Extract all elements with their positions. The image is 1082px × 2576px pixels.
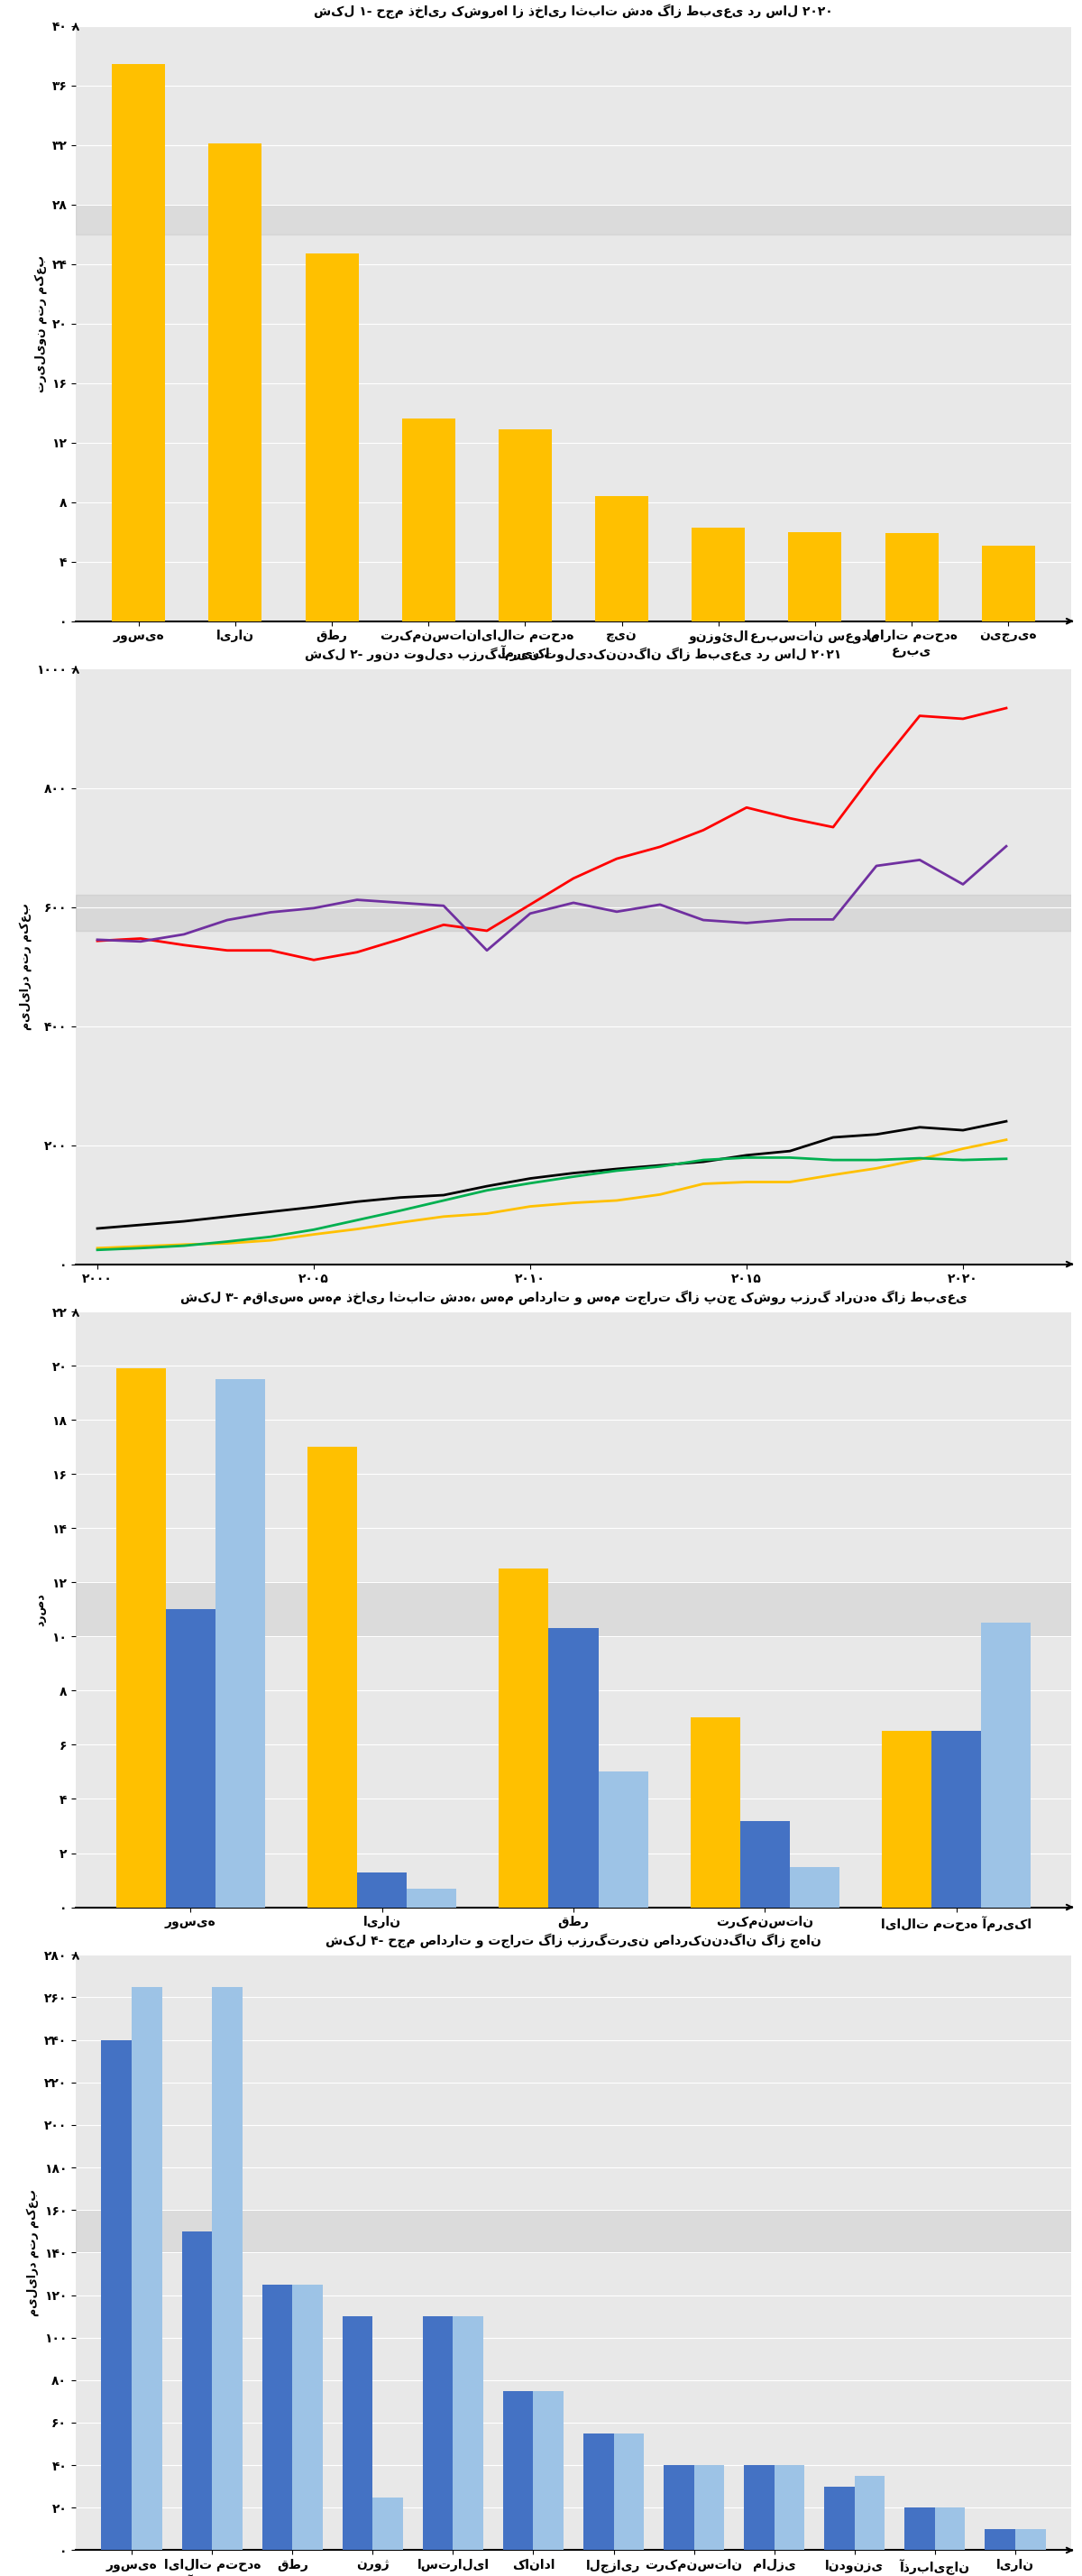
- Bar: [111, 64, 166, 621]
- Bar: [595, 497, 648, 621]
- Bar: [549, 1628, 598, 1906]
- Bar: [76, 204, 1071, 234]
- Bar: [583, 2434, 613, 2550]
- Y-axis label: میلیارد متر مکعب: میلیارد متر مکعب: [18, 904, 31, 1030]
- Bar: [905, 2506, 935, 2550]
- Bar: [262, 2285, 292, 2550]
- Bar: [598, 1772, 648, 1906]
- Legend: سهم ذخایر اثبات شده, سهم صادرات, سهم تجارت: سهم ذخایر اثبات شده, سهم صادرات, سهم تجا…: [338, 1978, 809, 2002]
- Bar: [503, 2391, 533, 2550]
- Title: شکل ۳- مقایسه سهم ذخایر اثبات شده، سهم صادرات و سهم تجارت گاز پنج کشور بزرگ دارن: شکل ۳- مقایسه سهم ذخایر اثبات شده، سهم ص…: [180, 1291, 967, 1306]
- Bar: [790, 1868, 840, 1906]
- Bar: [499, 1569, 549, 1906]
- Bar: [613, 2434, 644, 2550]
- Bar: [76, 2210, 1071, 2251]
- Bar: [690, 1718, 740, 1906]
- Bar: [423, 2316, 453, 2550]
- Bar: [401, 420, 456, 621]
- Title: شکل ۴- حجم صادرات و تجارت گاز بزرگترین صادرکنندگان گاز جهان: شکل ۴- حجم صادرات و تجارت گاز بزرگترین ص…: [326, 1935, 821, 1947]
- Bar: [76, 894, 1071, 930]
- Bar: [453, 2316, 484, 2550]
- Bar: [985, 2530, 1015, 2550]
- Bar: [789, 531, 842, 621]
- Bar: [774, 2465, 805, 2550]
- Text: Resource: BP Statistical Review of World Energy ۲۰۲۲: Resource: BP Statistical Review of World…: [76, 714, 413, 724]
- Bar: [209, 144, 262, 621]
- Bar: [935, 2506, 965, 2550]
- Bar: [932, 1731, 981, 1906]
- Bar: [743, 2465, 774, 2550]
- Title: شکل ۱- حجم ذخایر کشورها از ذخایر اثبات شده گاز طبیعی در سال ۲۰۲۰: شکل ۱- حجم ذخایر کشورها از ذخایر اثبات ش…: [314, 5, 833, 18]
- Bar: [292, 2285, 324, 2550]
- Bar: [182, 2231, 212, 2550]
- Text: Resource: BP Statistical Review of World Energy ۲۰۲۲: Resource: BP Statistical Review of World…: [76, 2040, 413, 2053]
- Bar: [212, 1986, 242, 2550]
- Bar: [342, 2316, 373, 2550]
- Bar: [215, 1381, 265, 1906]
- Bar: [102, 2040, 132, 2550]
- Bar: [132, 1986, 162, 2550]
- Bar: [307, 1448, 357, 1906]
- Title: شکل ۲- روند تولید بزرگترین تولیدکنندگان گاز طبیعی در سال ۲۰۲۱: شکل ۲- روند تولید بزرگترین تولیدکنندگان …: [305, 647, 842, 662]
- Bar: [533, 2391, 564, 2550]
- Bar: [694, 2465, 724, 2550]
- Bar: [305, 252, 358, 621]
- Bar: [407, 1888, 457, 1906]
- Legend: ایالات متحده آمریکا, روسیه, ایران, چین, قطر: ایالات متحده آمریکا, روسیه, ایران, چین, …: [289, 1363, 858, 1388]
- Bar: [740, 1821, 790, 1906]
- Bar: [823, 2486, 855, 2550]
- Bar: [882, 1731, 932, 1906]
- Text: Resource: BP Statistical Review of World Energy ۲۰۲۲: Resource: BP Statistical Review of World…: [76, 1440, 413, 1450]
- Bar: [855, 2476, 885, 2550]
- Bar: [663, 2465, 694, 2550]
- Bar: [691, 528, 745, 621]
- Y-axis label: تریلیون متر مکعب: تریلیون متر مکعب: [35, 255, 47, 392]
- Bar: [76, 1582, 1071, 1636]
- Y-axis label: میلیارد متر مکعب: میلیارد متر مکعب: [26, 2190, 39, 2316]
- Bar: [885, 533, 938, 621]
- Bar: [357, 1873, 407, 1906]
- Bar: [373, 2496, 404, 2550]
- Bar: [116, 1368, 166, 1906]
- Bar: [981, 546, 1035, 621]
- Bar: [166, 1610, 215, 1906]
- Bar: [499, 430, 552, 621]
- Bar: [981, 1623, 1031, 1906]
- Bar: [1015, 2530, 1045, 2550]
- Y-axis label: درصد: درصد: [35, 1592, 47, 1625]
